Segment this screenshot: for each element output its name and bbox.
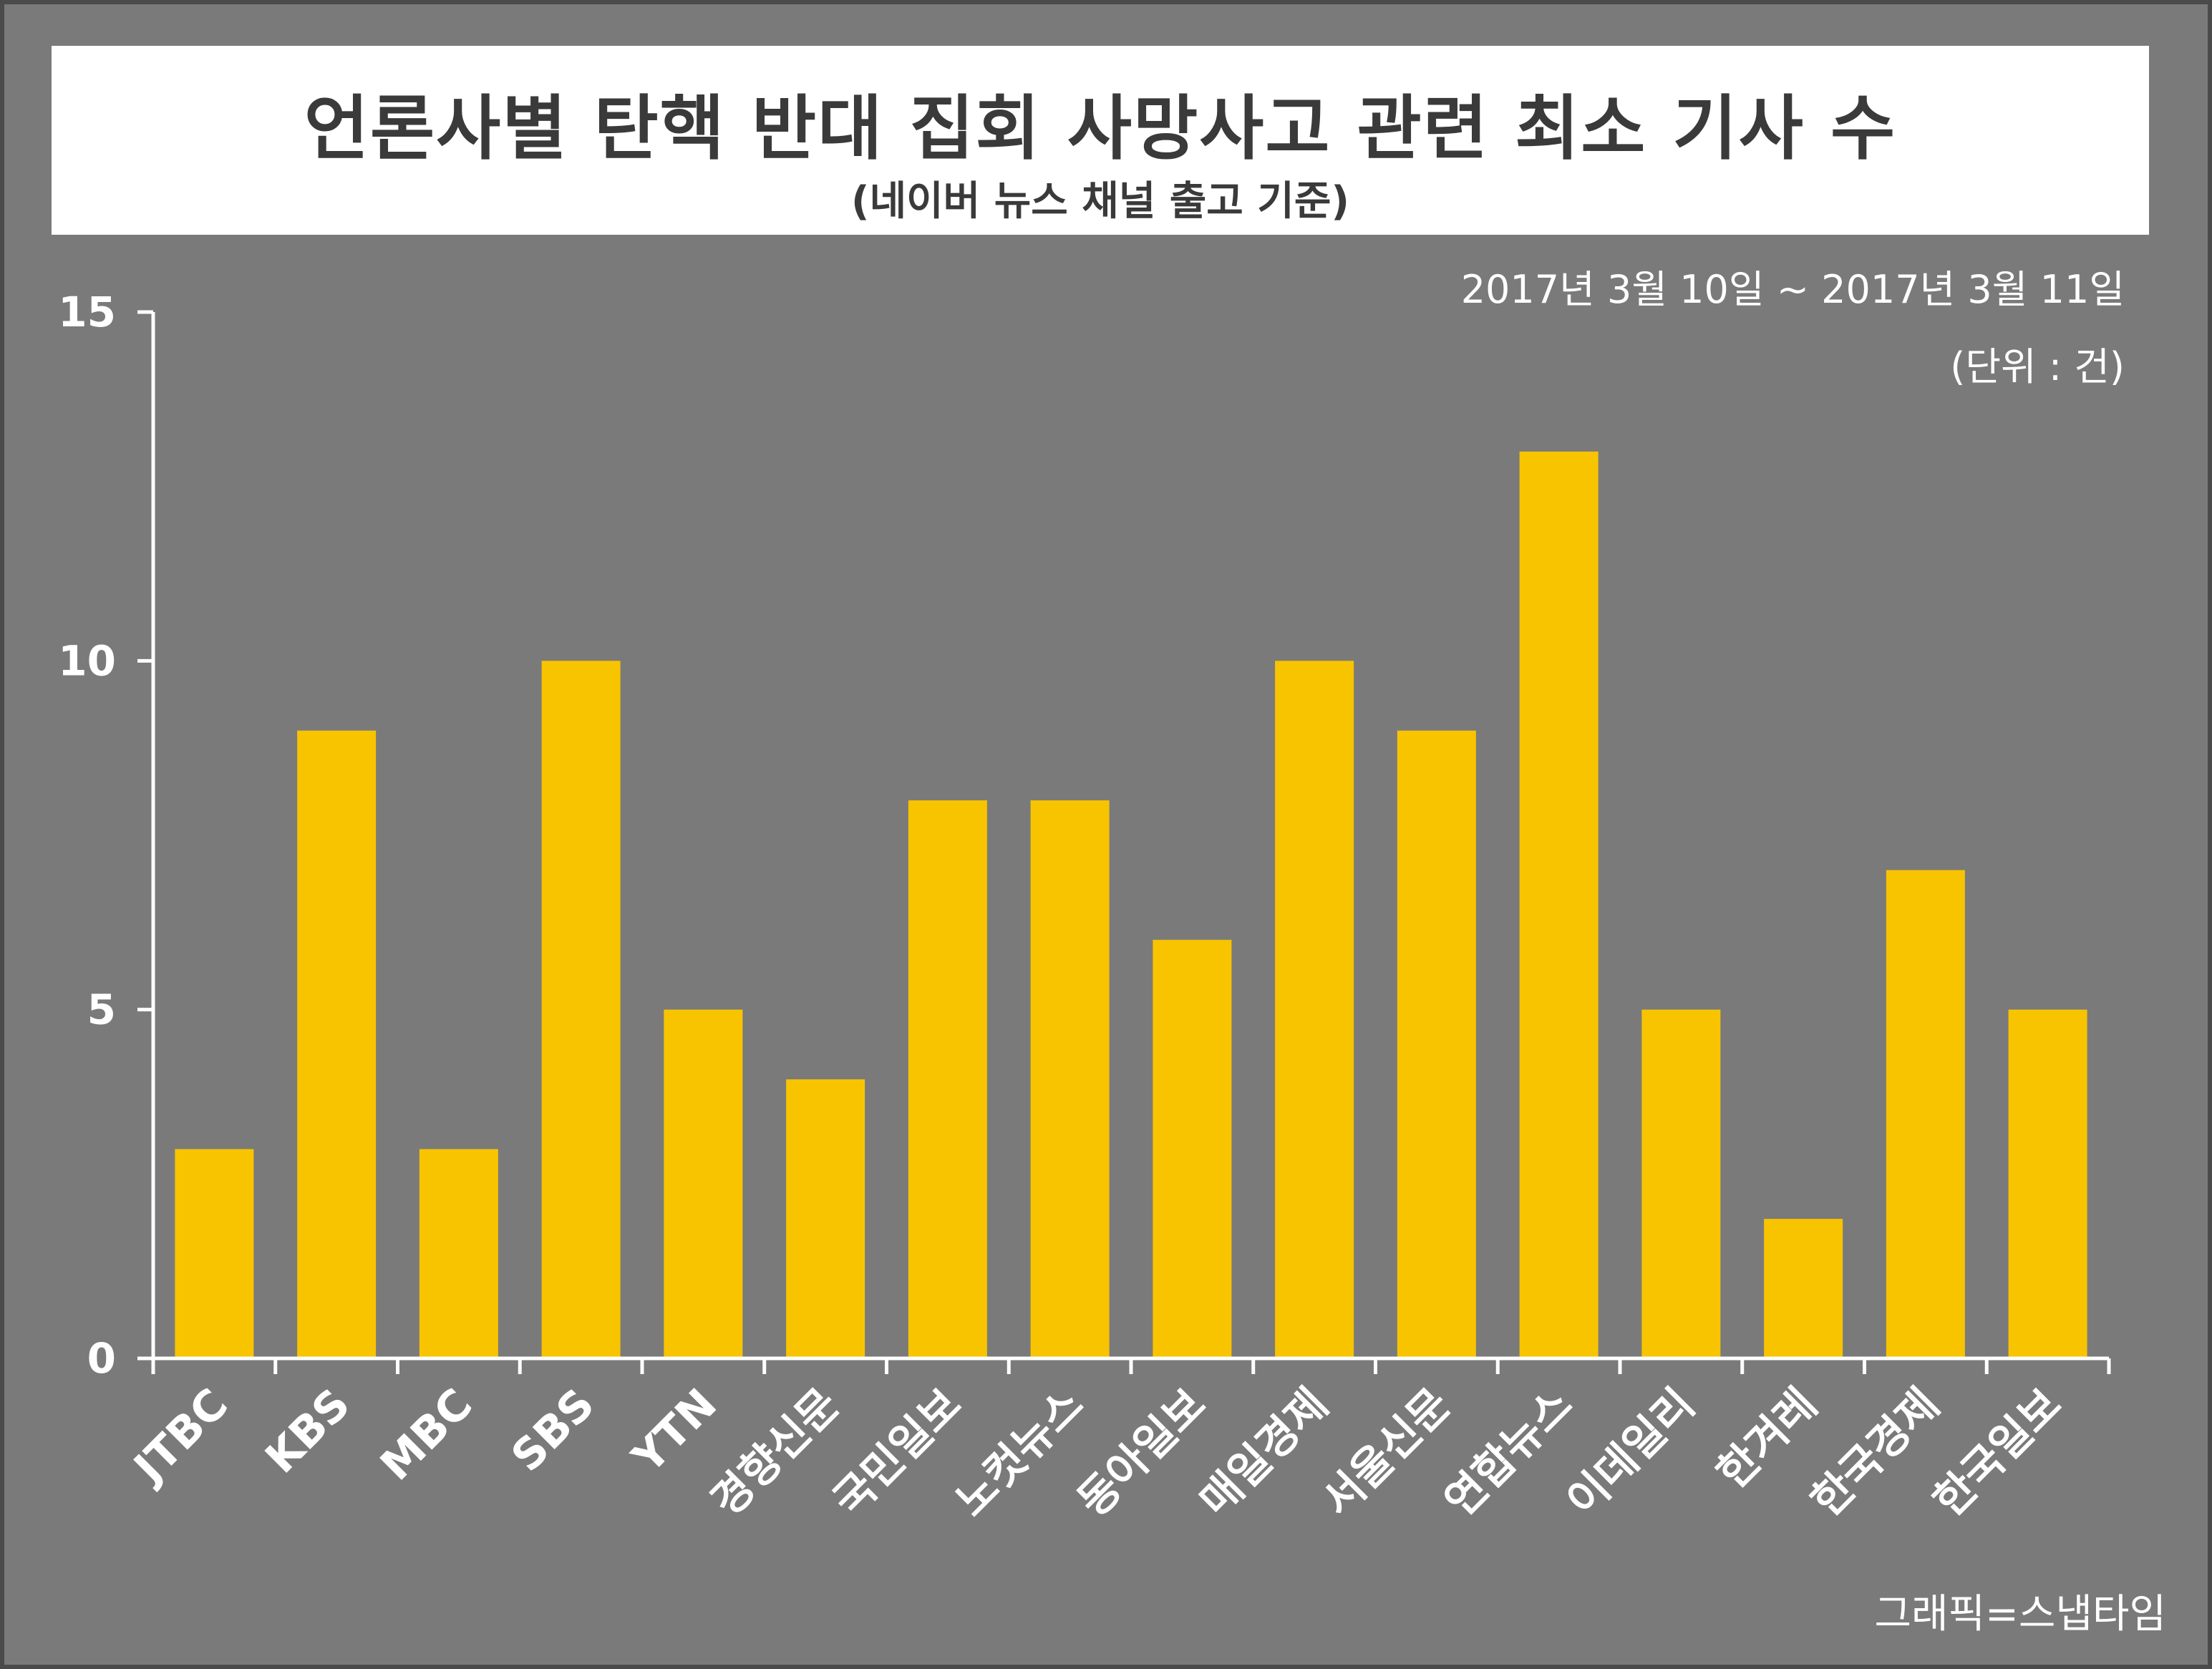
- period-note: 2017년 3월 10일 ~ 2017년 3월 11일: [1460, 267, 2125, 312]
- bar-한국경제: [1886, 870, 1965, 1358]
- bar-SBS: [541, 661, 621, 1358]
- x-tick-label: 경향신문: [702, 1379, 849, 1527]
- bar-서울신문: [1397, 730, 1476, 1358]
- x-tick-label: YTN: [623, 1379, 727, 1483]
- bar-경향신문: [786, 1079, 865, 1358]
- x-tick-label: 국민일보: [824, 1379, 971, 1527]
- x-tick-label: MBC: [371, 1379, 482, 1490]
- y-tick-label: 5: [87, 986, 116, 1034]
- chart-subtitle: (네이버 뉴스 채널 출고 기준): [851, 178, 1349, 225]
- y-tick-label: 10: [58, 636, 116, 685]
- bar-MBC: [419, 1149, 498, 1358]
- x-tick-label: 매일경제: [1190, 1379, 1338, 1527]
- title-box: 언론사별 탄핵 반대 집회 사망사고 관련 최소 기사 수 (네이버 뉴스 채널…: [52, 46, 2149, 235]
- y-tick-label: 15: [58, 288, 116, 336]
- x-tick-label: JTBC: [122, 1379, 238, 1494]
- chart-title: 언론사별 탄핵 반대 집회 사망사고 관련 최소 기사 수: [304, 88, 1897, 170]
- unit-note: (단위 : 건): [1950, 344, 2125, 389]
- x-tick-label: KBS: [256, 1379, 359, 1483]
- bar-노컷뉴스: [1030, 800, 1110, 1358]
- bar-KBS: [297, 730, 377, 1358]
- x-tick-label: 노컷뉴스: [946, 1379, 1094, 1527]
- y-tick-label: 0: [87, 1334, 116, 1383]
- x-tick-label: 이데일리: [1557, 1379, 1704, 1527]
- x-tick-label: 한국경제: [1802, 1379, 1949, 1527]
- x-tick-label: 서울신문: [1313, 1379, 1460, 1527]
- bar-연합뉴스: [1519, 451, 1599, 1358]
- bar-매일경제: [1275, 661, 1354, 1358]
- x-tick-label: 한국일보: [1924, 1379, 2072, 1527]
- bar-한겨레: [1764, 1219, 1843, 1358]
- graphic-credit: 그래픽=스냅타임: [1874, 1591, 2166, 1638]
- x-tick-label: 동아일보: [1068, 1379, 1216, 1527]
- bar-한국일보: [2008, 1009, 2087, 1358]
- bar-동아일보: [1153, 940, 1232, 1358]
- x-tick-label: SBS: [502, 1379, 604, 1481]
- bar-국민일보: [908, 800, 987, 1358]
- x-tick-label: 연합뉴스: [1435, 1379, 1583, 1527]
- x-tick-label: 한겨레: [1707, 1379, 1827, 1499]
- bar-YTN: [664, 1009, 743, 1358]
- bar-JTBC: [175, 1149, 254, 1358]
- bar-이데일리: [1641, 1009, 1721, 1358]
